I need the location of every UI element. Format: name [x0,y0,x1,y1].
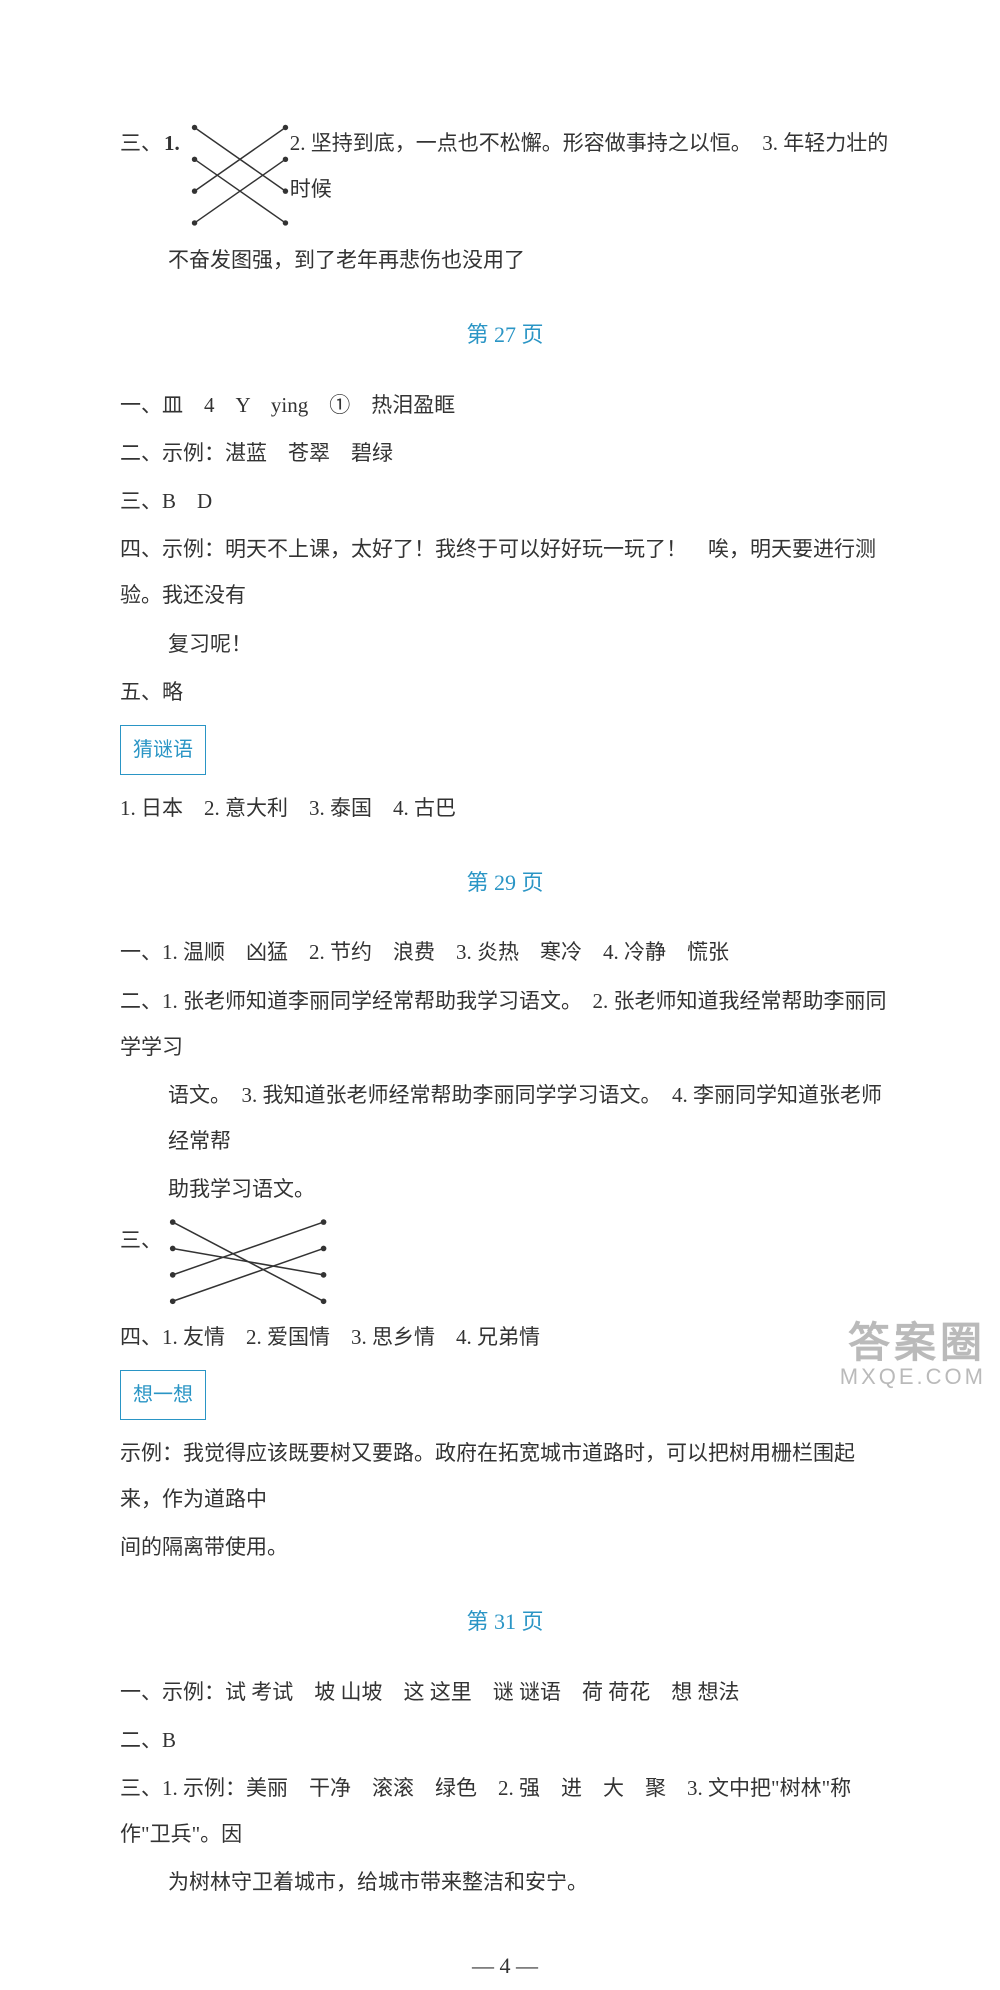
p27-l4b: 复习呢！ [120,621,890,667]
p31-l2: 二、B [120,1717,890,1763]
p27-l4a: 四、示例：明天不上课，太好了！我终于可以好好玩一玩了！ 唉，明天要进行测验。我还… [120,526,890,618]
p31-l3b: 为树林守卫着城市，给城市带来整洁和安宁。 [120,1859,890,1905]
p27-l3: 三、B D [120,478,890,524]
page-header-31: 第 31 页 [120,1598,890,1646]
matching-diagram-2 [168,1217,333,1312]
three-text-2: 不奋发图强，到了老年再悲伤也没用了 [120,237,890,283]
p29-l2b: 语文。 3. 我知道张老师经常帮助李丽同学学习语文。 4. 李丽同学知道张老师经… [120,1072,890,1164]
p29-l2a: 二、1. 张老师知道李丽同学经常帮助我学习语文。 2. 张老师知道我经常帮助李丽… [120,978,890,1070]
tag-think: 想一想 [120,1370,206,1420]
page-header-27: 第 27 页 [120,311,890,359]
watermark: 答案圈 MXQE.COM [840,1309,986,1390]
p29-three-row: 三、 [120,1217,890,1312]
p27-l1: 一、皿 4 Y ying ① 热泪盈眶 [120,382,890,428]
p29-think1: 示例：我觉得应该既要树又要路。政府在拓宽城市道路时，可以把树用栅栏围起来，作为道… [120,1430,890,1522]
p27-riddles: 1. 日本 2. 意大利 3. 泰国 4. 古巴 [120,785,890,831]
p31-l3a: 三、1. 示例：美丽 干净 滚滚 绿色 2. 强 进 大 聚 3. 文中把"树林… [120,1765,890,1857]
p31-l1: 一、示例：试 考试 坡 山坡 这 这里 谜 谜语 荷 荷花 想 想法 [120,1669,890,1715]
page-content: 三、 1. 2. 坚持到底，一点也不松懈。形容做事持之以恒。 3. 年轻力壮的时… [120,120,890,1990]
p29-label-three: 三、 [120,1217,162,1263]
tag-riddle: 猜谜语 [120,725,206,775]
watermark-bottom: MXQE.COM [840,1364,986,1390]
page-number: — 4 — [120,1942,890,1990]
page-header-29: 第 29 页 [120,859,890,907]
p29-l2c: 助我学习语文。 [120,1166,890,1212]
p27-l2: 二、示例：湛蓝 苍翠 碧绿 [120,430,890,476]
p27-l5: 五、略 [120,669,890,715]
label-three: 三、 [120,120,162,166]
three-text-1: 2. 坚持到底，一点也不松懈。形容做事持之以恒。 3. 年轻力壮的时候 [290,120,890,212]
p29-l4: 四、1. 友情 2. 爱国情 3. 思乡情 4. 兄弟情 [120,1314,890,1360]
watermark-top: 答案圈 [840,1309,986,1370]
p29-l1: 一、1. 温顺 凶猛 2. 节约 浪费 3. 炎热 寒冷 4. 冷静 慌张 [120,929,890,975]
p29-think2: 间的隔离带使用。 [120,1524,890,1570]
section-three-row: 三、 1. 2. 坚持到底，一点也不松懈。形容做事持之以恒。 3. 年轻力壮的时… [120,120,890,235]
matching-diagram-1 [190,120,290,235]
num-1: 1. [164,120,180,166]
